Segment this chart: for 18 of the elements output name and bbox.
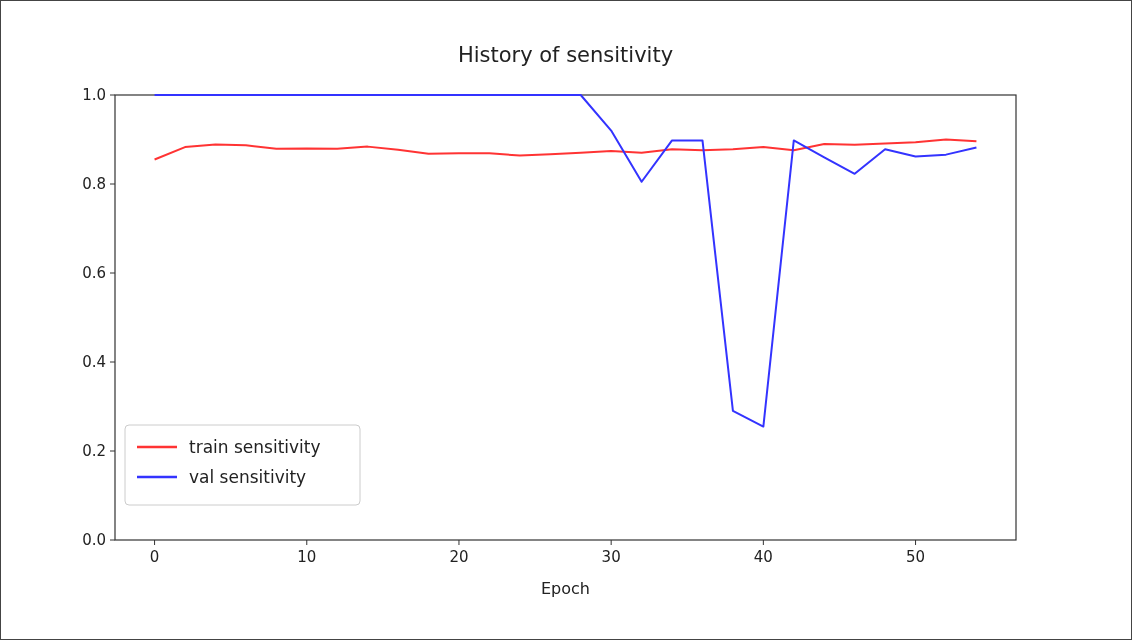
y-tick-label: 1.0 — [82, 86, 106, 104]
line-series — [153, 138, 978, 161]
x-tick-label: 50 — [906, 548, 926, 566]
x-tick-label: 40 — [753, 548, 773, 566]
y-tick-label: 0.8 — [82, 175, 106, 193]
chart-title: History of sensitivity — [457, 43, 674, 67]
y-tick-label: 0.2 — [82, 442, 106, 460]
line-series — [153, 94, 978, 428]
x-tick-label: 0 — [149, 548, 160, 566]
y-tick-label: 0.4 — [82, 353, 106, 371]
legend-label: train sensitivity — [189, 437, 321, 457]
y-tick-label: 0.6 — [82, 264, 106, 282]
x-tick-label: 20 — [449, 548, 469, 566]
x-tick-label: 30 — [601, 548, 621, 566]
y-tick-label: 0.0 — [82, 531, 106, 549]
x-tick-label: 10 — [297, 548, 317, 566]
legend-label: val sensitivity — [189, 467, 307, 487]
x-axis-title: Epoch — [541, 579, 590, 598]
